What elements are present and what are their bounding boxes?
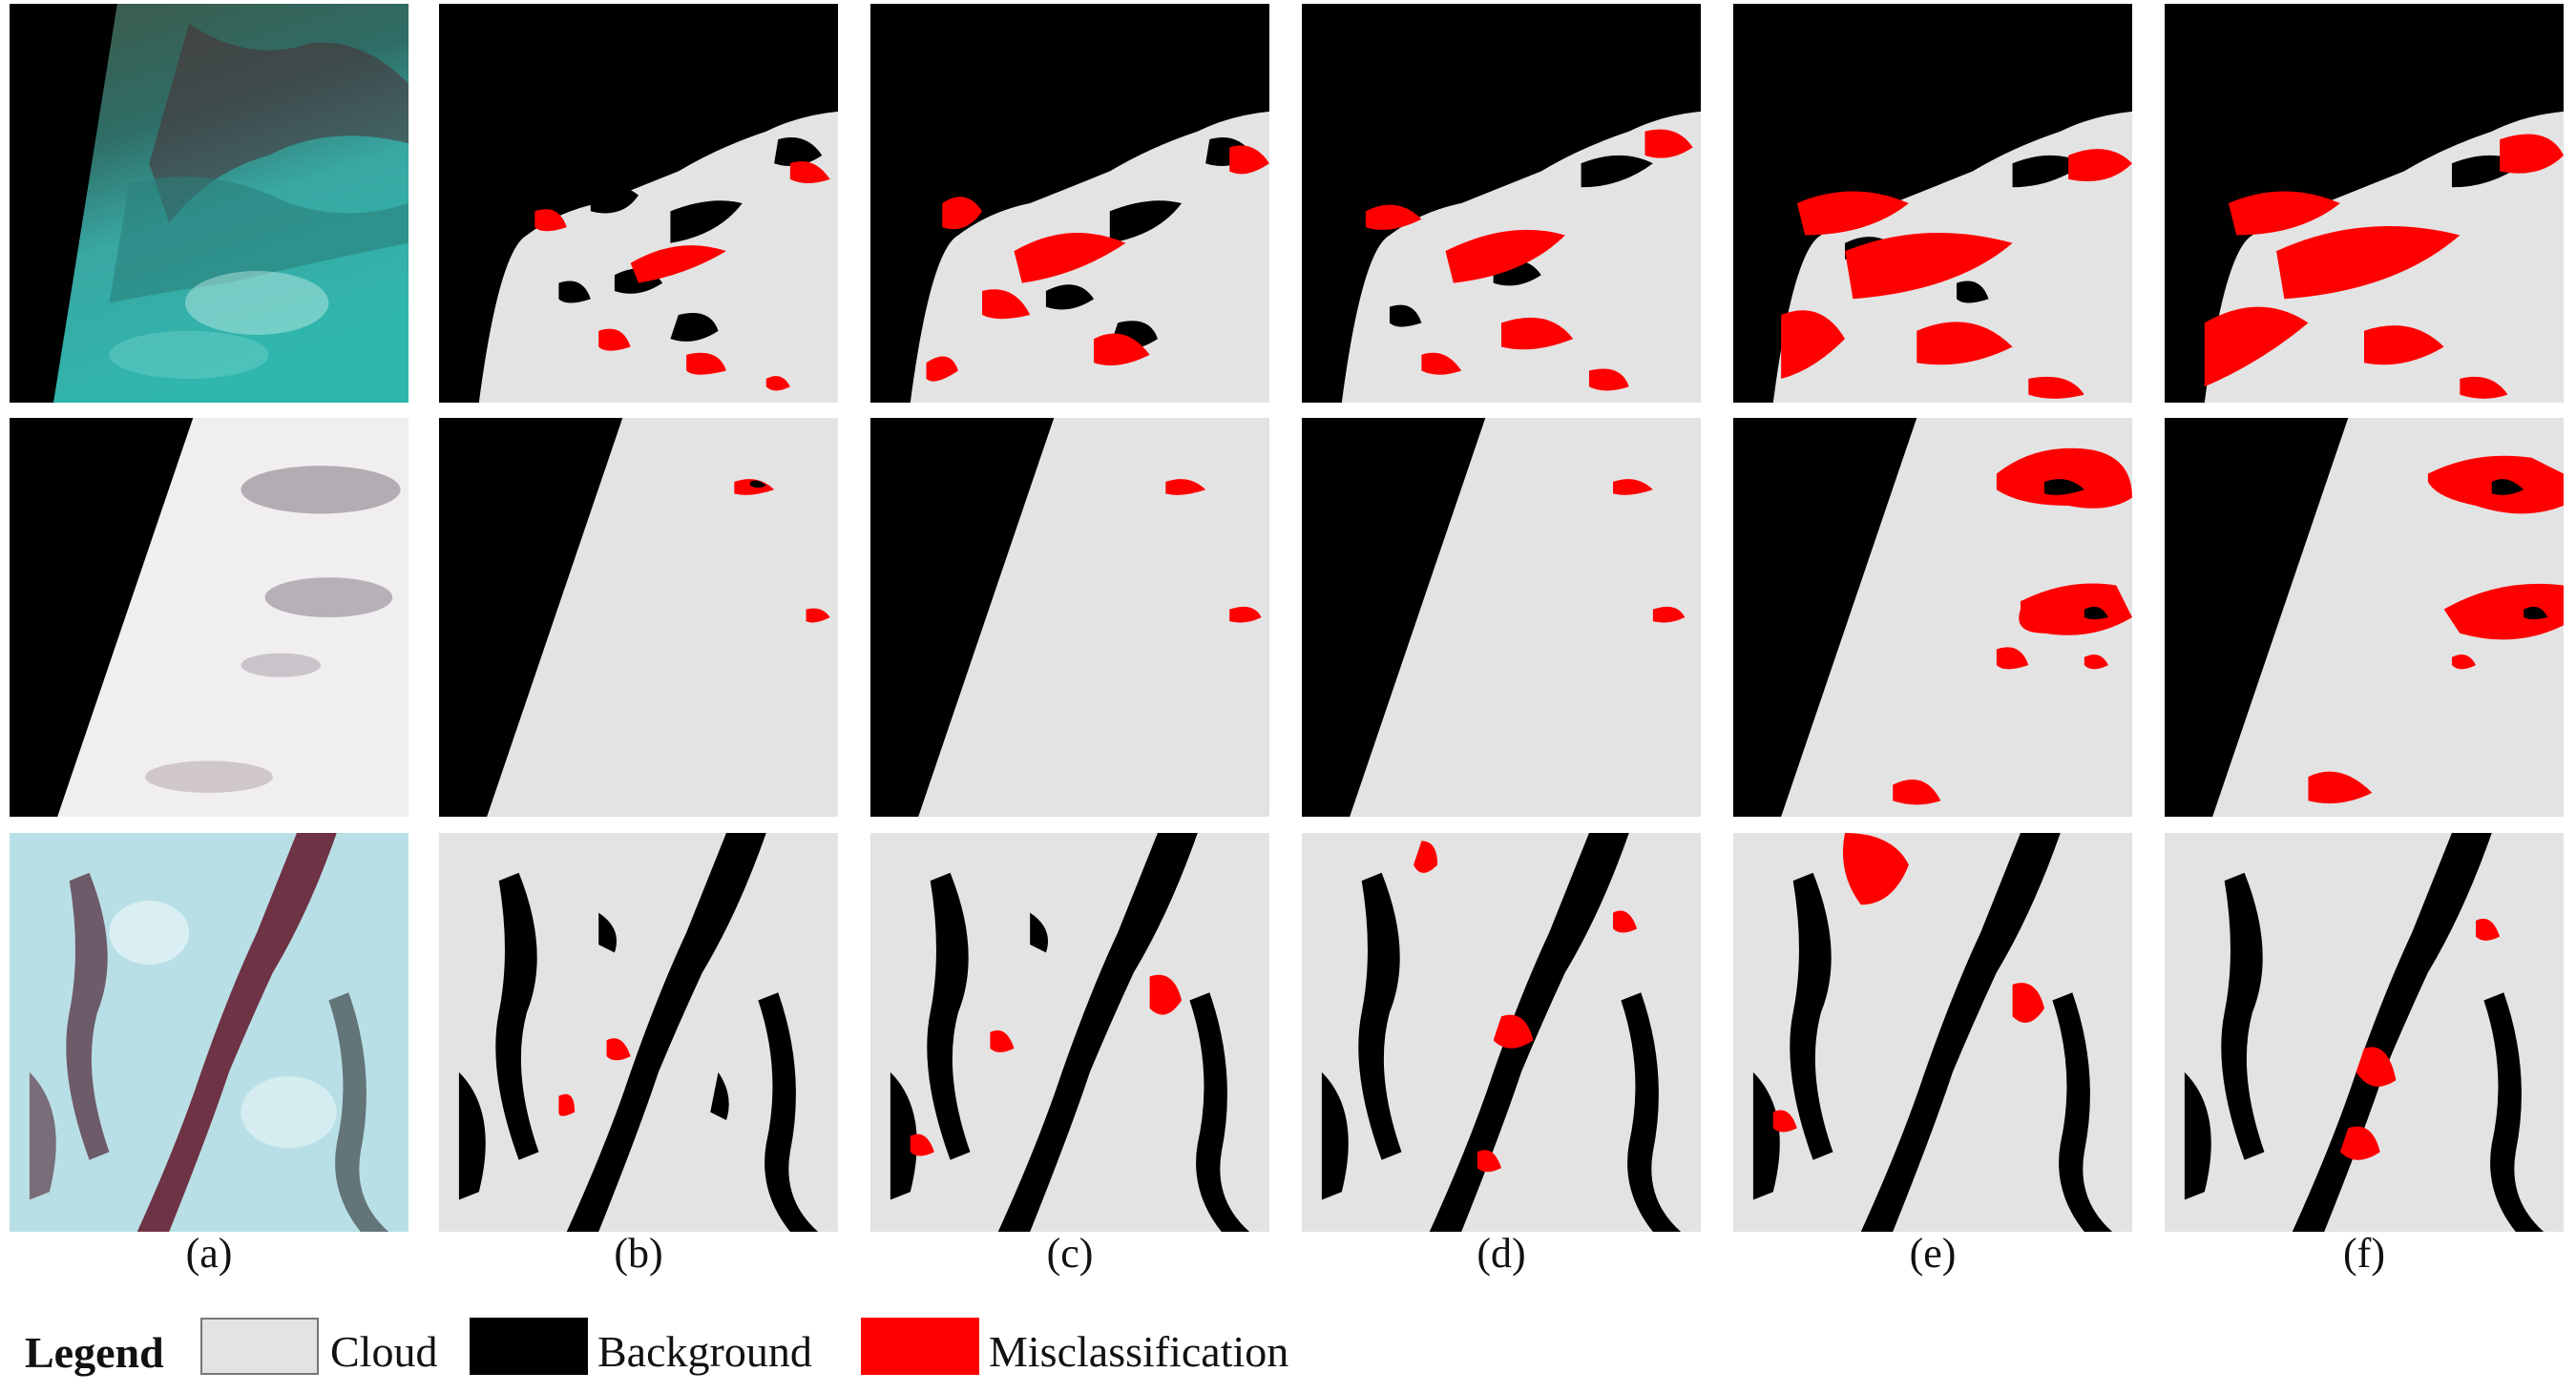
legend-swatch-background bbox=[470, 1318, 588, 1375]
result-map-row1-e bbox=[1733, 4, 2132, 403]
result-map-row1-c bbox=[870, 4, 1269, 403]
result-map-row3-e bbox=[1733, 833, 2132, 1232]
column-label-e: (e) bbox=[1909, 1230, 1957, 1277]
result-map-row1-b bbox=[439, 4, 838, 403]
legend-swatch-cloud bbox=[200, 1318, 319, 1375]
result-map-row2-d bbox=[1302, 418, 1701, 817]
result-map-row3-b bbox=[439, 833, 838, 1232]
result-map-row3-d bbox=[1302, 833, 1701, 1232]
legend-label-background: Background bbox=[597, 1327, 812, 1376]
legend-label-misclassification: Misclassification bbox=[989, 1327, 1289, 1376]
column-label-d: (d) bbox=[1476, 1230, 1526, 1277]
column-label-a: (a) bbox=[185, 1230, 233, 1277]
result-map-row2-c bbox=[870, 418, 1269, 817]
result-map-row1-f bbox=[2165, 4, 2564, 403]
legend-label-cloud: Cloud bbox=[330, 1327, 438, 1376]
legend-title: Legend bbox=[25, 1328, 164, 1377]
legend-swatch-misclassification bbox=[861, 1318, 979, 1375]
result-map-row2-e bbox=[1733, 418, 2132, 817]
column-label-f: (f) bbox=[2343, 1230, 2385, 1277]
column-label-c: (c) bbox=[1046, 1230, 1094, 1277]
result-map-row2-b bbox=[439, 418, 838, 817]
column-label-b: (b) bbox=[614, 1230, 663, 1277]
result-map-row1-d bbox=[1302, 4, 1701, 403]
result-map-row3-c bbox=[870, 833, 1269, 1232]
input-scene-3 bbox=[10, 833, 408, 1232]
result-map-row2-f bbox=[2165, 418, 2564, 817]
input-scene-2 bbox=[10, 418, 408, 817]
input-scene-1 bbox=[10, 4, 408, 403]
result-map-row3-f bbox=[2165, 833, 2564, 1232]
